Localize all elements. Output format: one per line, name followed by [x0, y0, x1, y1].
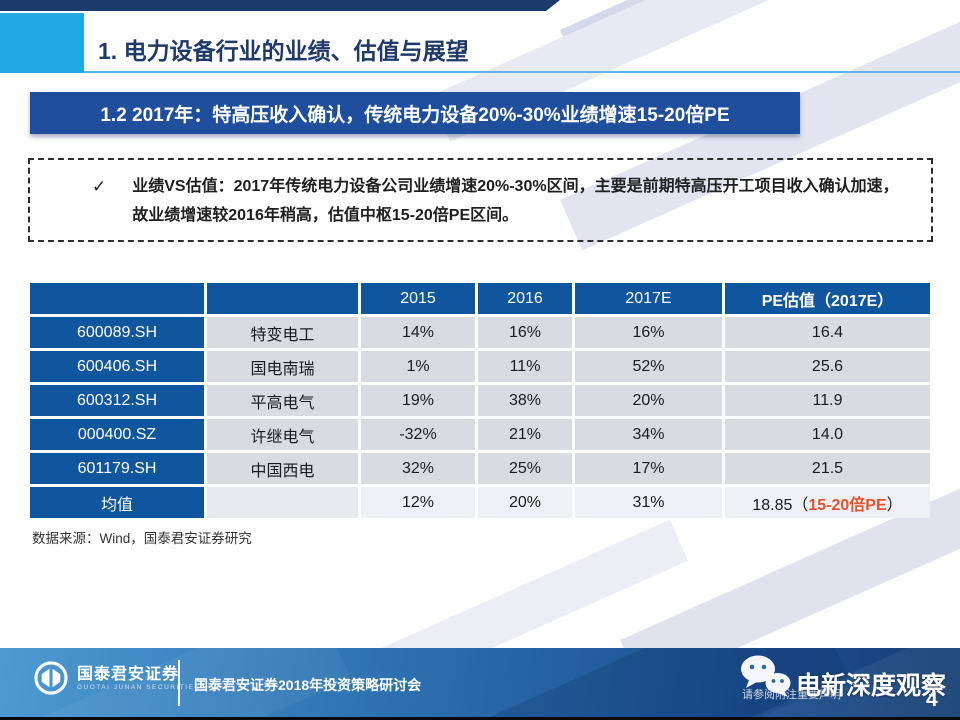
table-header-pe: PE估值（2017E） [725, 283, 930, 314]
title-underline [84, 71, 960, 73]
stock-code: 600312.SH [30, 385, 204, 416]
table-header-code [30, 283, 204, 314]
stock-name: 许继电气 [207, 419, 358, 450]
key-point-text: 业绩VS估值：2017年传统电力设备公司业绩增速20%-30%区间，主要是前期特… [132, 178, 899, 224]
table-header-name [207, 283, 358, 314]
average-2015: 12% [361, 487, 475, 518]
growth-2017e: 52% [575, 351, 722, 382]
stock-name: 平高电气 [207, 385, 358, 416]
stock-name: 国电南瑞 [207, 351, 358, 382]
check-icon: ✓ [92, 177, 107, 196]
pe-range-highlight: 15-20倍PE [808, 496, 887, 514]
cyan-accent-block [0, 13, 84, 73]
disclaimer-text: 请参阅附注重要声明 [742, 689, 841, 701]
gtja-logo-icon [34, 661, 68, 695]
stock-code: 601179.SH [30, 453, 204, 484]
growth-2017e: 34% [575, 419, 722, 450]
pe-2017e: 14.0 [725, 419, 930, 450]
table-header-2017e: 2017E [575, 283, 722, 314]
growth-2015: 19% [361, 385, 475, 416]
growth-2017e: 17% [575, 453, 722, 484]
logo-text-block: 国泰君安证券 GUOTAI JUNAN SECURITIES [77, 666, 200, 691]
wechat-icon [741, 655, 791, 697]
pe-2017e: 21.5 [725, 453, 930, 484]
average-name-cell [207, 487, 358, 518]
stock-name: 特变电工 [207, 317, 358, 348]
logo-name-cn: 国泰君安证券 [77, 665, 180, 683]
growth-2016: 21% [478, 419, 572, 450]
growth-2016: 11% [478, 351, 572, 382]
growth-2015: -32% [361, 419, 475, 450]
average-label: 均值 [30, 487, 204, 518]
stock-name: 中国西电 [207, 453, 358, 484]
growth-2016: 25% [478, 453, 572, 484]
table-header-2015: 2015 [361, 283, 475, 314]
growth-2017e: 16% [575, 317, 722, 348]
pe-2017e: 16.4 [725, 317, 930, 348]
pe-2017e: 11.9 [725, 385, 930, 416]
growth-2016: 38% [478, 385, 572, 416]
footer-divider [178, 660, 180, 706]
wechat-account-watermark: 电新深度观察 [796, 672, 947, 700]
stock-code: 600089.SH [30, 317, 204, 348]
stock-code: 600406.SH [30, 351, 204, 382]
average-pe-value: 18.85（ [752, 496, 809, 514]
footer-chevron-pattern [40, 648, 960, 720]
average-2017e: 31% [575, 487, 722, 518]
frame-edge [0, 717, 960, 720]
conference-title: 国泰君安证券2018年投资策略研讨会 [194, 677, 422, 693]
growth-2015: 14% [361, 317, 475, 348]
footer-band: 国泰君安证券 GUOTAI JUNAN SECURITIES 国泰君安证券201… [0, 648, 960, 720]
pe-valuation-table: 2015 2016 2017E PE估值（2017E） 600089.SH 特变… [30, 283, 930, 518]
key-point-box: ✓ 业绩VS估值：2017年传统电力设备公司业绩增速20%-30%区间，主要是前… [28, 158, 933, 242]
stock-code: 000400.SZ [30, 419, 204, 450]
top-accent-bar [0, 0, 560, 11]
logo-name-en: GUOTAI JUNAN SECURITIES [77, 683, 201, 691]
growth-2015: 32% [361, 453, 475, 484]
growth-2015: 1% [361, 351, 475, 382]
page-number: 4 [926, 688, 938, 711]
average-pe: 18.85（ 15-20倍PE） [725, 487, 930, 518]
growth-2017e: 20% [575, 385, 722, 416]
average-pe-close: ） [886, 496, 903, 514]
section-title: 1. 电力设备行业的业绩、估值与展望 [98, 38, 469, 64]
table-header-2016: 2016 [478, 283, 572, 314]
data-source-note: 数据来源：Wind，国泰君安证券研究 [32, 531, 252, 546]
company-logo: 国泰君安证券 GUOTAI JUNAN SECURITIES [34, 661, 200, 695]
growth-2016: 16% [478, 317, 572, 348]
pe-2017e: 25.6 [725, 351, 930, 382]
slide-subtitle-bar: 1.2 2017年：特高压收入确认，传统电力设备20%-30%业绩增速15-20… [30, 92, 800, 134]
average-2016: 20% [478, 487, 572, 518]
